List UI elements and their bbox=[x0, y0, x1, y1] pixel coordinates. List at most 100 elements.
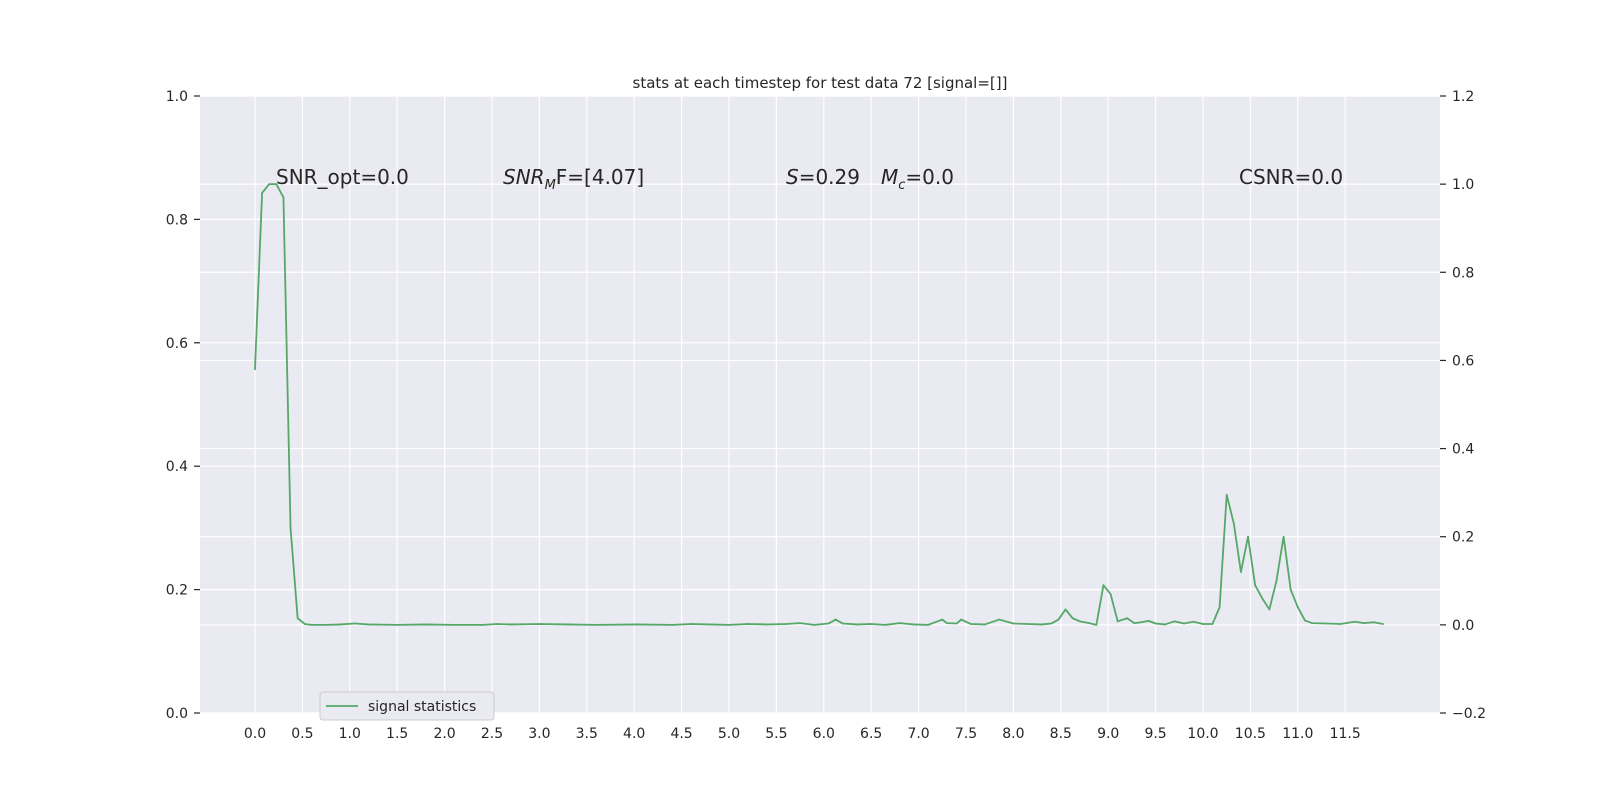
series-point bbox=[1353, 620, 1356, 623]
series-point bbox=[1275, 579, 1278, 582]
s-value: =0.29 bbox=[799, 165, 860, 189]
series-point bbox=[367, 623, 370, 626]
x-tick-label: 0.0 bbox=[244, 726, 266, 742]
series-point bbox=[827, 622, 830, 625]
series-point bbox=[1102, 584, 1105, 587]
series-point bbox=[1325, 622, 1328, 625]
series-point bbox=[1240, 571, 1242, 573]
annotation-mc: Mc=0.0 bbox=[881, 165, 954, 193]
series-point bbox=[1232, 522, 1235, 525]
grid-lines bbox=[200, 95, 1440, 714]
legend: signal statistics bbox=[319, 691, 495, 721]
right-y-tick-label: 1.0 bbox=[1452, 177, 1474, 193]
series-point bbox=[1247, 535, 1249, 538]
right-y-axis: −0.2 0.0 0.2 0.4 0.6 0.8 1.0 1.2 bbox=[1440, 89, 1486, 722]
s-variable: S bbox=[786, 165, 799, 189]
left-y-tick-label: 0.0 bbox=[166, 706, 188, 722]
left-y-tick-label: 1.0 bbox=[166, 89, 188, 105]
series-point bbox=[1289, 588, 1292, 591]
series-point bbox=[1296, 606, 1299, 609]
series-point bbox=[1109, 593, 1112, 595]
series-point bbox=[969, 623, 972, 625]
right-y-tick-label: 0.2 bbox=[1452, 530, 1474, 546]
series-point bbox=[1071, 617, 1074, 620]
series-point bbox=[424, 623, 427, 626]
left-y-tick-label: 0.4 bbox=[166, 459, 188, 475]
series-point bbox=[998, 618, 1001, 621]
right-y-tick-label: 0.0 bbox=[1452, 618, 1474, 634]
series-layer bbox=[254, 183, 1385, 626]
series-point bbox=[1154, 622, 1157, 625]
right-y-tick-label: −0.2 bbox=[1452, 706, 1486, 722]
x-tick-label: 6.0 bbox=[813, 726, 835, 742]
right-y-tick-label: 0.4 bbox=[1452, 442, 1474, 458]
series-point bbox=[709, 623, 711, 626]
x-tick-label: 1.5 bbox=[386, 726, 408, 742]
right-y-tick-label: 0.6 bbox=[1452, 353, 1474, 369]
series-point bbox=[1311, 622, 1313, 624]
series-point bbox=[728, 623, 730, 626]
series-point bbox=[1202, 623, 1204, 625]
series-point bbox=[1057, 618, 1060, 621]
x-tick-label: 4.5 bbox=[670, 726, 692, 742]
series-point bbox=[799, 622, 801, 624]
csnr-text: CSNR=0.0 bbox=[1239, 165, 1343, 189]
series-point bbox=[834, 618, 837, 621]
series-point bbox=[1363, 622, 1366, 624]
series-point bbox=[1304, 619, 1306, 622]
annotation-group: SNR_opt=0.0 SNRMF=[4.07] S=0.29 Mc=0.0 C… bbox=[276, 165, 1343, 193]
series-point bbox=[453, 623, 455, 626]
series-point bbox=[1382, 623, 1385, 625]
series-point bbox=[1173, 620, 1176, 623]
x-tick-label: 6.5 bbox=[860, 726, 882, 742]
x-tick-label: 1.0 bbox=[339, 726, 361, 742]
x-tick-label: 10.5 bbox=[1235, 726, 1266, 742]
annotation-s: S=0.29 bbox=[786, 165, 860, 189]
series-line-signal-statistics bbox=[254, 183, 1384, 626]
series-point bbox=[870, 623, 873, 625]
series-point bbox=[946, 622, 948, 624]
series-point bbox=[1372, 621, 1375, 624]
series-point bbox=[1282, 535, 1285, 538]
series-point bbox=[1126, 617, 1129, 620]
chart-title: stats at each timestep for test data 72 … bbox=[633, 74, 1008, 92]
series-point bbox=[884, 623, 887, 626]
series-point bbox=[1268, 608, 1271, 611]
annotation-snr-mf: SNRMF=[4.07] bbox=[503, 165, 644, 193]
mc-value: =0.0 bbox=[905, 165, 954, 189]
series-point bbox=[1040, 623, 1043, 626]
mc-variable: M bbox=[881, 165, 898, 189]
series-point bbox=[984, 623, 986, 626]
series-point bbox=[898, 622, 901, 624]
series-point bbox=[633, 623, 636, 626]
x-tick-label: 8.5 bbox=[1050, 726, 1072, 742]
x-tick-label: 8.0 bbox=[1002, 726, 1024, 742]
snr-opt-text: SNR_opt=0.0 bbox=[276, 165, 409, 189]
series-point bbox=[595, 623, 598, 626]
series-point bbox=[303, 623, 306, 625]
x-tick-label: 9.5 bbox=[1144, 726, 1166, 742]
series-point bbox=[941, 618, 944, 621]
series-point bbox=[1078, 620, 1081, 623]
series-point bbox=[310, 623, 313, 626]
left-y-tick-label: 0.6 bbox=[166, 336, 188, 352]
series-point bbox=[690, 623, 692, 625]
series-point bbox=[1254, 584, 1257, 587]
series-point bbox=[1225, 493, 1228, 496]
series-point bbox=[766, 623, 768, 626]
left-y-tick-label: 0.8 bbox=[166, 212, 188, 228]
series-point bbox=[856, 623, 858, 626]
series-point bbox=[261, 192, 263, 194]
series-point bbox=[254, 368, 256, 371]
series-point bbox=[784, 623, 787, 625]
series-point bbox=[955, 622, 958, 625]
series-point bbox=[495, 623, 498, 625]
series-point bbox=[396, 623, 399, 626]
x-axis: 0.0 0.5 1.0 1.5 2.0 2.5 3.0 3.5 4.0 4.5 5.0 5.5 6.0 6… bbox=[244, 726, 1361, 742]
series-point bbox=[1116, 620, 1119, 623]
annotation-snr-opt: SNR_opt=0.0 bbox=[276, 165, 409, 189]
x-tick-label: 10.0 bbox=[1187, 726, 1218, 742]
series-point bbox=[481, 623, 484, 626]
left-y-axis: 0.0 0.2 0.4 0.6 0.8 1.0 bbox=[166, 89, 200, 722]
